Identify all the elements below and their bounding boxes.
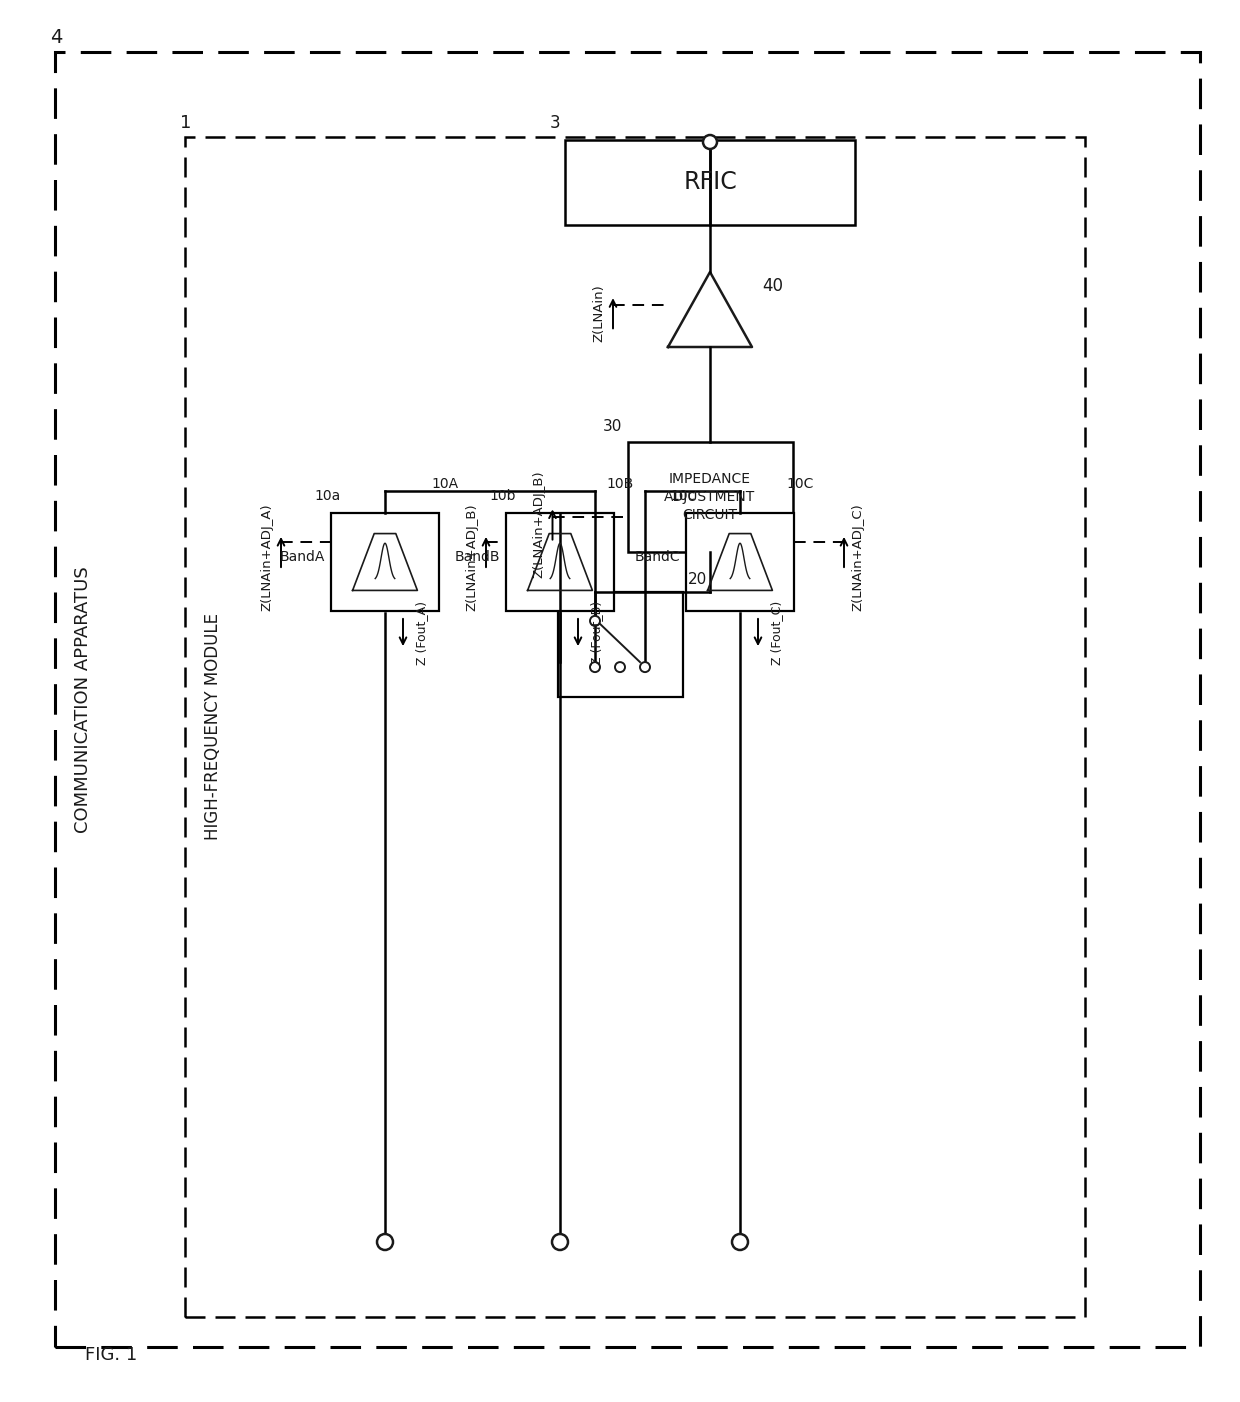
Text: Z (Fout_A): Z (Fout_A)	[415, 601, 428, 665]
Text: FIG. 1: FIG. 1	[86, 1346, 138, 1364]
Text: 10c: 10c	[671, 489, 696, 503]
Text: Z (Fout_B): Z (Fout_B)	[590, 601, 603, 665]
Text: 3: 3	[549, 114, 560, 132]
Bar	[686, 513, 794, 611]
Text: 10a: 10a	[315, 489, 341, 503]
Circle shape	[590, 615, 600, 625]
Circle shape	[590, 662, 600, 672]
Text: 1: 1	[180, 114, 191, 132]
Text: 20: 20	[687, 572, 707, 586]
Text: 10C: 10C	[786, 477, 813, 491]
Bar	[627, 442, 792, 552]
Text: Z (Fout_C): Z (Fout_C)	[770, 601, 782, 665]
Circle shape	[640, 662, 650, 672]
Text: 10B: 10B	[606, 477, 634, 491]
Text: Z(LNAin+ADJ_C): Z(LNAin+ADJ_C)	[852, 503, 864, 611]
Text: Z(LNAin): Z(LNAin)	[593, 285, 605, 342]
Bar	[558, 592, 682, 697]
Bar	[331, 513, 439, 611]
Bar	[565, 140, 856, 224]
Circle shape	[377, 1234, 393, 1251]
Text: Z(LNAin+ADJ_B): Z(LNAin+ADJ_B)	[465, 503, 479, 611]
Text: BandC: BandC	[635, 550, 680, 564]
Text: ADJUSTMENT: ADJUSTMENT	[665, 491, 755, 503]
Text: 4: 4	[50, 28, 62, 48]
Text: RFIC: RFIC	[683, 170, 737, 193]
Text: Z(LNAin+ADJ_A): Z(LNAin+ADJ_A)	[260, 503, 274, 611]
Bar	[506, 513, 614, 611]
Text: BandA: BandA	[280, 550, 325, 564]
Circle shape	[703, 135, 717, 149]
Bar	[185, 137, 1085, 1316]
Text: 10b: 10b	[490, 489, 516, 503]
Circle shape	[552, 1234, 568, 1251]
Circle shape	[732, 1234, 748, 1251]
Text: COMMUNICATION APPARATUS: COMMUNICATION APPARATUS	[74, 566, 92, 833]
Text: 40: 40	[763, 278, 782, 294]
Text: Z(LNAin+ADJ_B): Z(LNAin+ADJ_B)	[532, 471, 546, 578]
Text: 30: 30	[603, 419, 622, 435]
Text: HIGH-FREQUENCY MODULE: HIGH-FREQUENCY MODULE	[205, 614, 222, 841]
Text: CIRCUIT: CIRCUIT	[682, 508, 738, 522]
Text: IMPEDANCE: IMPEDANCE	[670, 472, 751, 486]
Text: 10A: 10A	[432, 477, 458, 491]
Text: BandB: BandB	[455, 550, 500, 564]
Circle shape	[615, 662, 625, 672]
